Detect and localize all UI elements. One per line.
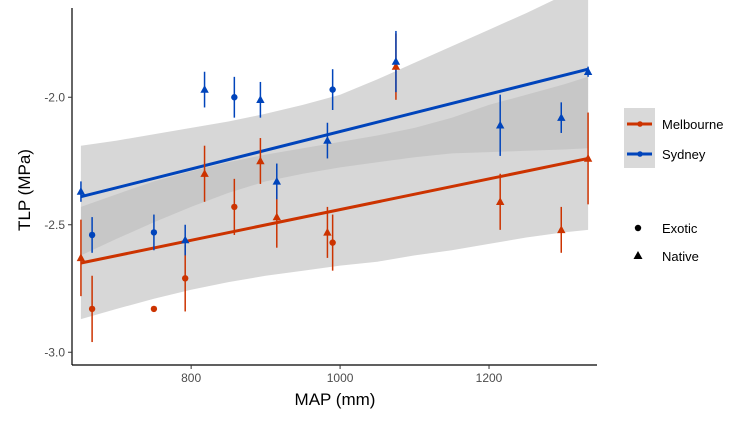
point-sydney-2	[150, 229, 158, 236]
point-sydney-10	[391, 57, 401, 65]
point-sydney-5	[231, 94, 238, 101]
legend-key-dot-melbourne	[637, 121, 643, 127]
confidence-bands	[80, 0, 589, 320]
legend-label-melbourne: Melbourne	[662, 117, 723, 132]
point-melbourne-11	[496, 197, 505, 205]
point-melbourne-8	[323, 227, 332, 236]
y-axis-title: TLP (MPa)	[15, 149, 34, 231]
point-melbourne-9	[329, 239, 336, 246]
point-sydney-0	[76, 187, 86, 195]
legend-label-sydney: Sydney	[662, 147, 706, 162]
x-tick-label-0: 800	[181, 371, 201, 385]
point-sydney-7	[272, 176, 281, 185]
point-sydney-9	[329, 86, 336, 93]
fit-lines	[80, 67, 589, 265]
point-sydney-3	[181, 235, 190, 244]
point-melbourne-6	[256, 156, 265, 165]
x-tick-label-1: 1000	[327, 371, 354, 385]
point-melbourne-4	[200, 169, 209, 177]
point-sydney-13	[583, 67, 593, 75]
point-melbourne-1	[88, 305, 96, 313]
y-tick-label-0: -3.0	[44, 345, 65, 359]
point-melbourne-5	[231, 203, 238, 211]
fit-line-sydney	[80, 67, 589, 199]
point-sydney-1	[88, 231, 96, 239]
y-tick-label-1: -2.5	[44, 218, 65, 232]
point-melbourne-7	[272, 212, 281, 221]
point-sydney-12	[557, 113, 566, 121]
point-sydney-8	[323, 136, 332, 144]
fit-line-melbourne	[80, 156, 589, 265]
axes	[71, 8, 597, 366]
legend-label-native: Native	[662, 249, 699, 264]
point-melbourne-10	[391, 62, 401, 70]
band-sydney	[80, 0, 589, 256]
point-sydney-11	[496, 120, 505, 129]
legend-key-triangle-icon	[633, 251, 643, 259]
y-tick-label-2: -2.0	[44, 90, 65, 104]
x-axis-title: MAP (mm)	[295, 390, 376, 409]
point-melbourne-2	[150, 305, 158, 313]
data-points	[76, 57, 593, 313]
legend-label-exotic: Exotic	[662, 221, 698, 236]
point-sydney-4	[200, 85, 209, 93]
legend-key-dot-sydney	[637, 151, 643, 157]
point-sydney-6	[256, 95, 265, 103]
legend-colour: Melbourne Sydney	[624, 108, 723, 168]
ticks: 800 1000 1200 -3.0 -2.5 -2.0	[44, 90, 502, 385]
point-melbourne-3	[181, 275, 189, 282]
legend-shape: Exotic Native	[633, 221, 699, 264]
point-melbourne-12	[557, 225, 566, 234]
x-tick-label-2: 1200	[476, 371, 503, 385]
legend-key-circle-icon	[634, 224, 642, 232]
point-melbourne-13	[583, 154, 593, 162]
point-melbourne-0	[76, 253, 86, 262]
